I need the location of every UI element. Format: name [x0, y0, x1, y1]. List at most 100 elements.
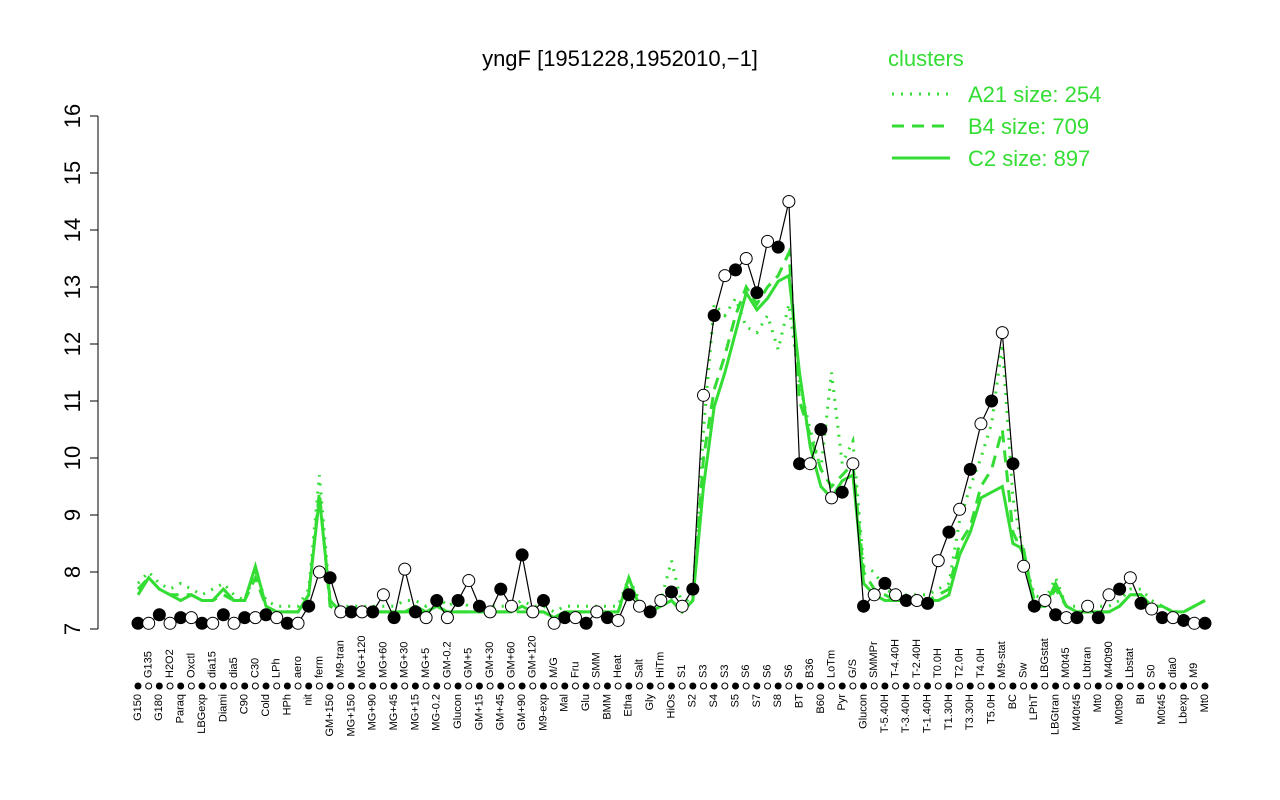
- data-point: [814, 423, 828, 436]
- y-tick-label: 11: [60, 390, 85, 413]
- rug-mark: [774, 682, 782, 690]
- rug-mark: [486, 682, 494, 690]
- x-tick-label: Cold: [260, 694, 272, 717]
- data-point: [590, 605, 604, 619]
- rug-mark: [1126, 682, 1134, 690]
- data-point: [323, 571, 337, 585]
- rug-mark: [966, 682, 974, 690]
- rug-mark: [614, 682, 622, 690]
- x-tick-label: BMM: [601, 694, 613, 720]
- data-point: [611, 613, 625, 627]
- data-point: [675, 599, 689, 613]
- x-tick-label: C30: [249, 658, 261, 678]
- data-point: [771, 240, 785, 254]
- rug-mark: [828, 682, 836, 690]
- x-tick-label: MG+60: [377, 642, 389, 678]
- rug-mark: [1009, 682, 1017, 690]
- data-point: [1177, 613, 1191, 627]
- x-tick-label: T2.0H: [953, 648, 965, 678]
- data-point: [654, 594, 668, 607]
- rug-mark: [145, 682, 153, 690]
- x-tick-label: GM+30: [484, 642, 496, 678]
- data-point: [291, 616, 305, 630]
- data-point: [152, 608, 166, 622]
- y-tick-label: 12: [60, 332, 85, 356]
- data-point: [1081, 599, 1095, 613]
- x-tick-label: H2O2: [164, 649, 176, 678]
- y-tick-label: 13: [60, 275, 85, 299]
- rug-mark: [390, 682, 398, 690]
- data-point: [526, 605, 540, 619]
- x-tick-label: S6: [740, 665, 752, 678]
- rug-mark: [1190, 682, 1198, 690]
- rug-mark: [241, 682, 249, 690]
- x-tick-label: Paraq: [175, 694, 187, 723]
- rug-mark: [1137, 682, 1145, 690]
- data-point: [921, 596, 935, 610]
- x-tick-label: ferm: [313, 656, 325, 678]
- rug-mark: [1084, 682, 1092, 690]
- rug-mark: [796, 682, 804, 690]
- x-tick-label: M40t90: [1103, 641, 1115, 678]
- legend-label: B4 size: 709: [968, 114, 1089, 139]
- x-tick-label: GM+60: [505, 642, 517, 678]
- x-tick-label: M0t45: [1060, 647, 1072, 678]
- data-point: [761, 234, 775, 248]
- x-tick-label: S0: [1146, 665, 1158, 678]
- data-point: [216, 608, 230, 622]
- x-tick-label: T5.0H: [986, 694, 998, 724]
- x-tick-label: SMMPr: [868, 641, 880, 678]
- data-point: [686, 582, 700, 596]
- x-tick-label: dia5: [228, 657, 240, 678]
- rug-mark: [785, 682, 793, 690]
- rug-mark: [934, 682, 942, 690]
- data-point: [579, 616, 593, 630]
- rug-mark: [860, 682, 868, 690]
- rug-mark: [1180, 682, 1188, 690]
- data-point: [867, 588, 881, 602]
- data-point: [1070, 611, 1084, 625]
- data-point: [697, 388, 711, 402]
- x-tick-label: M/G: [548, 657, 560, 678]
- x-tick-label: GM+15: [473, 694, 485, 730]
- x-tick-label: LBGstat: [1039, 638, 1051, 678]
- x-tick-label: Mt0: [1199, 694, 1211, 712]
- rug-mark: [838, 682, 846, 690]
- data-point: [504, 599, 518, 613]
- x-tick-label: M0t45: [1156, 694, 1168, 725]
- x-tick-label: T4.0H: [975, 648, 987, 678]
- data-point: [1091, 611, 1105, 625]
- x-tick-label: M9-exp: [537, 694, 549, 731]
- cluster-line: [136, 273, 1206, 620]
- rug-mark: [753, 682, 761, 690]
- y-tick-label: 16: [60, 104, 85, 128]
- x-tick-label: M9-stat: [996, 641, 1008, 678]
- data-point: [857, 599, 871, 613]
- rug-mark: [422, 682, 430, 690]
- rug-mark: [1169, 682, 1177, 690]
- x-tick-label: Diami: [217, 694, 229, 722]
- rug-mark: [646, 682, 654, 690]
- x-tick-label: LBGexp: [196, 694, 208, 734]
- data-point: [643, 605, 657, 619]
- rug-mark: [1116, 682, 1124, 690]
- x-tick-label: Glucon: [452, 694, 464, 729]
- rug-mark: [273, 682, 281, 690]
- x-tick-label: dia15: [207, 651, 219, 678]
- rug-mark: [315, 682, 323, 690]
- rug-mark: [155, 682, 163, 690]
- data-point: [472, 599, 486, 613]
- data-point: [483, 605, 497, 619]
- rug-mark: [668, 682, 675, 690]
- data-point: [600, 611, 614, 625]
- x-tick-label: G180: [153, 694, 165, 721]
- data-point: [312, 565, 326, 579]
- x-tick-label: S2: [687, 694, 699, 707]
- rug-mark: [870, 682, 878, 690]
- data-point: [729, 263, 743, 277]
- rug-mark: [1062, 682, 1070, 690]
- x-tick-label: S5: [729, 694, 741, 707]
- x-tick-label: M9-tran: [335, 640, 347, 678]
- data-point: [910, 594, 924, 607]
- data-point: [632, 599, 646, 613]
